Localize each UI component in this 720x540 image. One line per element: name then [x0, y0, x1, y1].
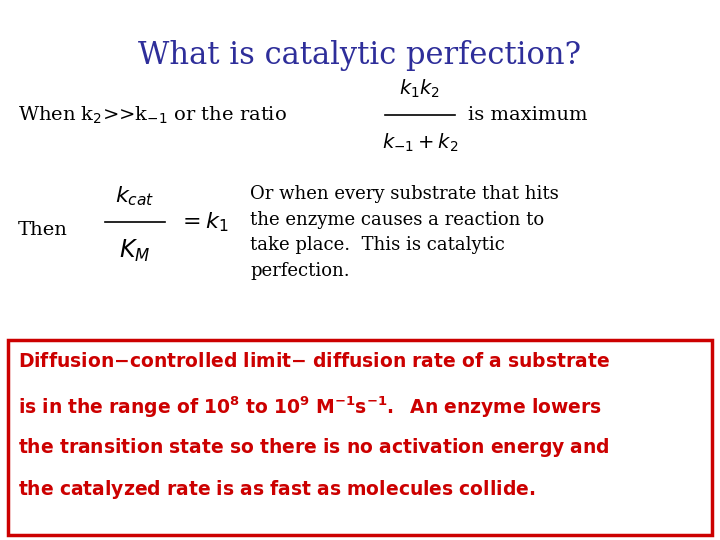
Text: $K_M$: $K_M$ — [120, 238, 150, 264]
Text: $\mathbf{Diffusion{-}controlled\ limit{-}\ diffusion\ rate\ of\ a\ substrate}$: $\mathbf{Diffusion{-}controlled\ limit{-… — [18, 352, 610, 371]
Text: $= k_1$: $= k_1$ — [178, 210, 228, 234]
Text: is maximum: is maximum — [468, 106, 588, 124]
Text: $k_{-1}+k_2$: $k_{-1}+k_2$ — [382, 132, 458, 154]
Text: $\mathbf{the\ catalyzed\ rate\ is\ as\ fast\ as\ molecules\ collide.}$: $\mathbf{the\ catalyzed\ rate\ is\ as\ f… — [18, 478, 536, 501]
Text: Then: Then — [18, 221, 68, 239]
Text: When k$_2$>>k$_{-1}$ or the ratio: When k$_2$>>k$_{-1}$ or the ratio — [18, 104, 287, 126]
Text: Or when every substrate that hits
the enzyme causes a reaction to
take place.  T: Or when every substrate that hits the en… — [250, 185, 559, 280]
Text: $k_1k_2$: $k_1k_2$ — [400, 78, 441, 100]
Text: What is catalytic perfection?: What is catalytic perfection? — [138, 40, 582, 71]
Text: $\mathbf{the\ transition\ state\ so\ there\ is\ no\ activation\ energy\ and}$: $\mathbf{the\ transition\ state\ so\ the… — [18, 436, 610, 459]
Text: $\mathbf{is\ in\ the\ range\ of\ 10^8\ to\ 10^9\ M^{-1}s^{-1}.\ \ An\ enzyme\ lo: $\mathbf{is\ in\ the\ range\ of\ 10^8\ t… — [18, 394, 602, 420]
FancyBboxPatch shape — [8, 340, 712, 535]
Text: $k_{cat}$: $k_{cat}$ — [115, 184, 155, 208]
